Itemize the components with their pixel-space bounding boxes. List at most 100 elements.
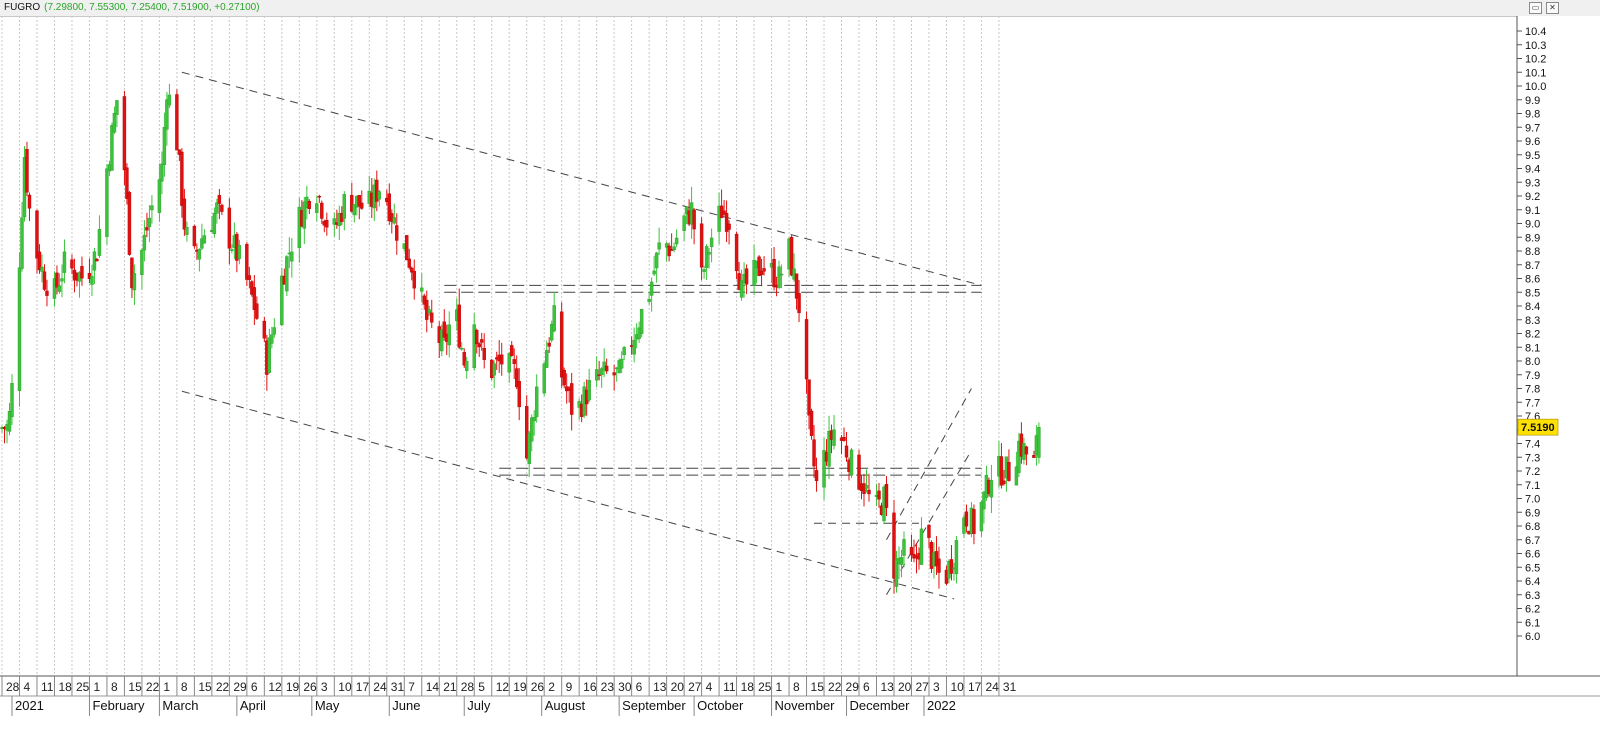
candle-body bbox=[357, 195, 361, 207]
candle-body bbox=[212, 213, 217, 235]
x-tick-label: 23 bbox=[601, 680, 615, 694]
candle-body bbox=[387, 193, 391, 222]
candle-body bbox=[972, 509, 976, 534]
candle-body bbox=[569, 383, 574, 415]
x-tick-label: 3 bbox=[321, 680, 328, 694]
candle-body bbox=[604, 365, 609, 372]
candle bbox=[1017, 432, 1021, 478]
candle-body bbox=[430, 312, 434, 323]
price-chart[interactable]: 10.410.310.210.110.09.99.89.79.69.59.49.… bbox=[0, 16, 1600, 755]
candle-body bbox=[145, 227, 149, 231]
candle-body bbox=[804, 319, 809, 380]
candle-body bbox=[442, 321, 446, 338]
y-tick-label: 7.1 bbox=[1525, 480, 1540, 492]
x-tick-label: 24 bbox=[985, 680, 999, 694]
x-tick-label: 8 bbox=[181, 680, 188, 694]
x-tick-label: 31 bbox=[391, 680, 405, 694]
x-tick-label: 8 bbox=[793, 680, 800, 694]
candle bbox=[972, 504, 976, 545]
restore-button[interactable]: ▭ bbox=[1529, 2, 1542, 14]
candle bbox=[500, 342, 504, 376]
candle-body bbox=[807, 379, 811, 416]
candle bbox=[812, 425, 816, 478]
x-tick-label: 13 bbox=[881, 680, 895, 694]
candle-body bbox=[999, 456, 1004, 486]
candle bbox=[62, 239, 67, 284]
candle bbox=[420, 273, 424, 303]
y-tick-label: 6.8 bbox=[1525, 521, 1540, 533]
candle-body bbox=[1007, 462, 1011, 481]
x-tick-label: 30 bbox=[618, 680, 632, 694]
candle-body bbox=[1024, 446, 1029, 455]
candle-body bbox=[90, 276, 94, 285]
candle bbox=[0, 425, 4, 433]
candle-body bbox=[10, 383, 14, 418]
candle bbox=[569, 372, 574, 431]
candle-body bbox=[457, 304, 461, 348]
candle-body bbox=[752, 259, 756, 286]
candle bbox=[807, 379, 811, 430]
candle-body bbox=[25, 148, 29, 193]
candle-body bbox=[867, 489, 871, 495]
x-tick-label: 5 bbox=[478, 680, 485, 694]
candle-body bbox=[105, 168, 109, 237]
candle-body bbox=[757, 256, 761, 277]
candle bbox=[112, 106, 117, 134]
candle bbox=[919, 517, 924, 565]
candle bbox=[97, 215, 102, 258]
ohlc-readout: (7.29800, 7.55300, 7.25400, 7.51900, +0.… bbox=[44, 2, 260, 13]
candle-body bbox=[395, 225, 399, 241]
candle bbox=[964, 504, 969, 533]
month-label: April bbox=[240, 698, 266, 713]
close-button[interactable]: ✕ bbox=[1546, 2, 1559, 14]
candle-body bbox=[272, 327, 277, 335]
candle bbox=[619, 351, 624, 374]
candle-body bbox=[375, 179, 379, 202]
candle bbox=[559, 302, 564, 388]
x-tick-label: 7 bbox=[408, 680, 415, 694]
candle bbox=[352, 204, 356, 223]
candle bbox=[440, 324, 444, 357]
candle bbox=[110, 122, 114, 171]
candle-body bbox=[162, 126, 167, 166]
candle-body bbox=[150, 205, 154, 211]
candle-body bbox=[95, 259, 99, 262]
candle-body bbox=[619, 358, 624, 369]
x-tick-label: 12 bbox=[268, 680, 282, 694]
x-tick-label: 17 bbox=[356, 680, 370, 694]
x-tick-label: 9 bbox=[566, 680, 573, 694]
x-tick-label: 16 bbox=[583, 680, 597, 694]
x-tick-label: 6 bbox=[636, 680, 643, 694]
candle-body bbox=[562, 370, 566, 386]
y-tick-label: 7.2 bbox=[1525, 466, 1540, 478]
candle bbox=[779, 264, 784, 289]
candle bbox=[757, 255, 761, 277]
x-tick-label: 4 bbox=[706, 680, 713, 694]
candle bbox=[612, 364, 616, 391]
candle bbox=[37, 244, 42, 274]
candle bbox=[682, 214, 686, 242]
candle-body bbox=[45, 290, 49, 296]
candle-body bbox=[1032, 454, 1036, 458]
candle bbox=[245, 242, 249, 286]
candle-body bbox=[667, 245, 671, 257]
y-tick-label: 8.1 bbox=[1525, 342, 1540, 354]
candle-body bbox=[552, 305, 556, 332]
month-label: October bbox=[697, 698, 744, 713]
candle-body bbox=[37, 251, 42, 271]
candle-body bbox=[130, 257, 134, 289]
candle bbox=[804, 311, 809, 394]
candle-body bbox=[27, 194, 32, 209]
candle bbox=[280, 267, 284, 327]
candle bbox=[55, 265, 59, 295]
candle bbox=[140, 248, 144, 290]
candle-body bbox=[597, 374, 601, 376]
x-tick-label: 1 bbox=[93, 680, 100, 694]
y-tick-label: 6.3 bbox=[1525, 590, 1540, 602]
candle-body bbox=[115, 100, 119, 115]
candle bbox=[599, 366, 604, 388]
candle-body bbox=[849, 449, 854, 476]
title-bar: FUGRO (7.29800, 7.55300, 7.25400, 7.51900… bbox=[0, 0, 1600, 17]
candle-body bbox=[1017, 440, 1021, 473]
candle bbox=[857, 449, 861, 491]
